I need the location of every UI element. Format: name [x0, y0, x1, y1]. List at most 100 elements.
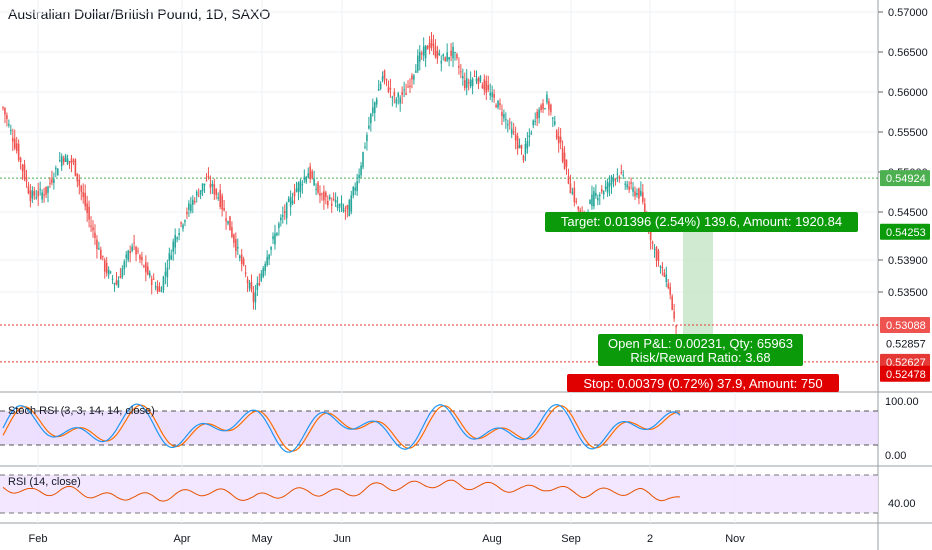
candle-body [74, 159, 77, 176]
candle-body [98, 248, 100, 250]
candle-body [597, 198, 599, 201]
candle-body [503, 114, 505, 119]
rsi-band [0, 475, 878, 513]
rsi-tick-label: 40.00 [888, 498, 916, 510]
candle-body [428, 43, 431, 48]
candle-body [29, 190, 32, 202]
candle-body [219, 189, 221, 207]
candle-body [11, 137, 14, 142]
candle-body [31, 190, 34, 199]
candle-body [579, 210, 582, 213]
candle-body [467, 82, 470, 84]
candle-body [244, 272, 247, 275]
candle-body [47, 186, 49, 193]
stop-level-tag: 0.52478 [886, 369, 926, 381]
candle-body [152, 278, 155, 280]
candle-body [368, 125, 370, 129]
candle-body [33, 191, 36, 196]
candle-body [452, 46, 454, 59]
candle-body [436, 50, 439, 59]
candle-body [350, 195, 353, 212]
candle-body [636, 193, 638, 195]
candle-body [434, 46, 437, 57]
candle-body [598, 194, 601, 197]
candle-body [133, 242, 135, 244]
candle-body [193, 201, 196, 203]
candle-body [448, 56, 450, 60]
candle-body [127, 250, 130, 261]
candle-body [201, 183, 204, 192]
candle-body [417, 55, 419, 72]
candle-body [606, 181, 609, 193]
candle-body [665, 274, 668, 283]
candle-body [100, 249, 102, 260]
candle-body [68, 161, 71, 163]
candle-body [373, 102, 376, 113]
candle-body [17, 143, 20, 160]
pnl-box-bg [598, 334, 803, 366]
candle-body [514, 134, 517, 141]
candle-body [327, 200, 329, 206]
candle-body [321, 193, 323, 195]
candle-body [395, 99, 398, 104]
candle-body [573, 187, 576, 203]
time-axis-label: Sep [561, 533, 581, 545]
red-upper-level-tag-bg [880, 316, 930, 333]
candle-body [190, 204, 192, 212]
candle-body [256, 282, 259, 291]
candle-body [55, 167, 57, 170]
candle-body [567, 176, 570, 184]
candle-body [462, 76, 464, 79]
candle-body [342, 207, 345, 212]
candle-body [438, 52, 441, 56]
candle-body [526, 140, 529, 149]
candle-body [610, 176, 613, 185]
candle-body [548, 101, 550, 110]
pnl-box-text: Risk/Reward Ratio: 3.68 [630, 350, 770, 365]
candle-body [168, 253, 171, 261]
target-box-text: Target: 0.01396 (2.54%) 139.6, Amount: 1… [561, 214, 842, 229]
time-axis-label: Aug [482, 533, 502, 545]
candle-body [420, 52, 423, 55]
candle-body [221, 195, 223, 210]
candle-body [72, 160, 75, 162]
candle-body [667, 283, 670, 288]
candle-body [491, 92, 493, 97]
candle-body [450, 50, 452, 56]
candle-body [640, 190, 642, 196]
candle-body [107, 269, 110, 275]
candle-body [252, 291, 255, 302]
green-level-tag: 0.54924 [886, 173, 926, 185]
candle-body [92, 227, 94, 231]
candle-body [415, 70, 417, 73]
candle-body [293, 191, 296, 197]
candle-body [203, 183, 206, 186]
candle-body [604, 186, 607, 190]
time-axis-label: 2 [647, 533, 653, 545]
candle-body [622, 174, 625, 176]
candle-body [51, 179, 53, 183]
candle-body [276, 232, 278, 236]
candle-body [544, 108, 546, 110]
candle-body [186, 211, 188, 215]
candle-body [103, 259, 106, 272]
candle-body [139, 255, 141, 260]
candle-body [43, 194, 45, 196]
candle-body [143, 265, 145, 267]
candle-body [655, 247, 658, 261]
candle-body [58, 160, 61, 162]
candle-body [379, 83, 382, 89]
candle-body [301, 184, 304, 186]
candle-body [297, 182, 300, 193]
candle-body [248, 282, 251, 289]
candle-body [499, 103, 501, 106]
candle-body [129, 251, 131, 254]
candle-body [264, 263, 266, 271]
candle-body [569, 183, 572, 194]
candle-body [41, 192, 43, 200]
candle-body [422, 46, 425, 56]
candle-body [146, 266, 149, 275]
candle-body [49, 182, 51, 184]
price-tick-label: 0.53500 [888, 287, 928, 299]
